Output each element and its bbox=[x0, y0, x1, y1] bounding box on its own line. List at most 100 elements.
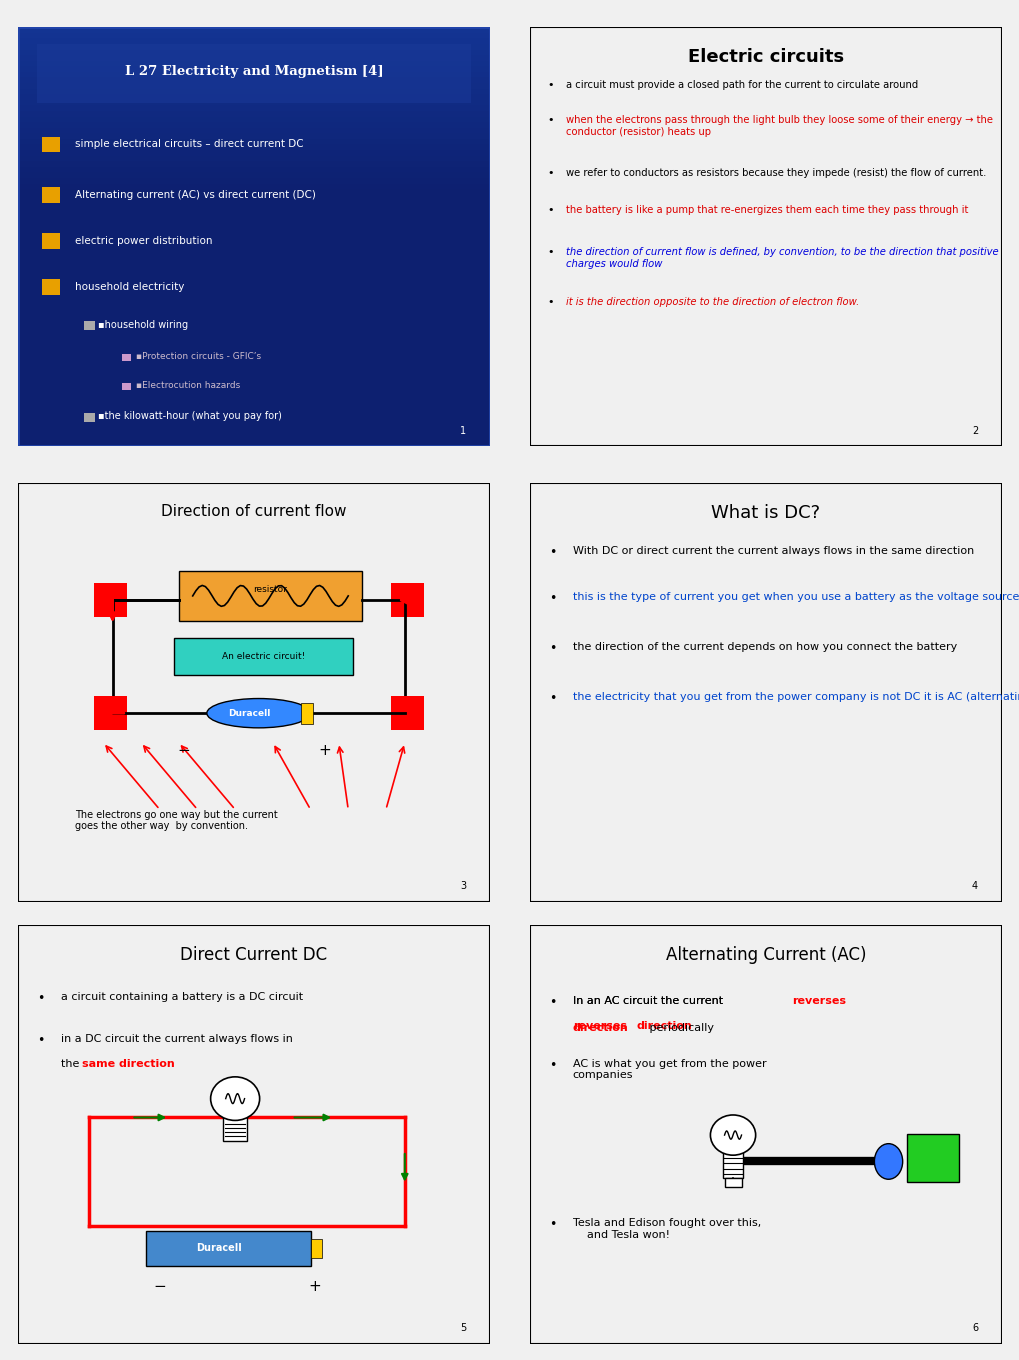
Text: With DC or direct current the current always flows in the same direction: With DC or direct current the current al… bbox=[573, 545, 973, 556]
Text: 2: 2 bbox=[971, 426, 977, 435]
Text: •: • bbox=[548, 692, 556, 706]
Text: a circuit must provide a closed path for the current to circulate around: a circuit must provide a closed path for… bbox=[566, 79, 917, 90]
Bar bbox=[42, 233, 60, 249]
Bar bbox=[18, 167, 489, 173]
Bar bbox=[178, 571, 362, 622]
Bar bbox=[18, 38, 489, 44]
Text: we refer to conductors as resistors because they impede (resist) the flow of cur: we refer to conductors as resistors beca… bbox=[566, 167, 985, 178]
Circle shape bbox=[210, 1077, 260, 1121]
Text: L 27 Electricity and Magnetism [4]: L 27 Electricity and Magnetism [4] bbox=[124, 65, 383, 78]
Bar bbox=[94, 696, 126, 730]
Ellipse shape bbox=[873, 1144, 902, 1179]
Bar bbox=[18, 162, 489, 167]
Text: the battery is like a pump that re-energizes them each time they pass through it: the battery is like a pump that re-energ… bbox=[566, 205, 967, 215]
Text: it is the direction opposite to the direction of electron flow.: it is the direction opposite to the dire… bbox=[566, 298, 858, 307]
Bar bbox=[18, 117, 489, 122]
Bar bbox=[18, 99, 489, 105]
Bar bbox=[18, 133, 489, 139]
Text: Alternating Current (AC): Alternating Current (AC) bbox=[665, 945, 865, 964]
Text: +: + bbox=[318, 744, 331, 759]
Bar bbox=[18, 78, 489, 83]
Text: household electricity: household electricity bbox=[74, 282, 184, 292]
Text: periodically: periodically bbox=[645, 1023, 713, 1034]
Bar bbox=[85, 412, 95, 422]
Bar bbox=[18, 44, 489, 49]
Bar bbox=[18, 94, 489, 99]
Text: ▪household wiring: ▪household wiring bbox=[99, 320, 189, 329]
Text: Alternating current (AC) vs direct current (DC): Alternating current (AC) vs direct curre… bbox=[74, 190, 316, 200]
Bar bbox=[223, 1115, 247, 1141]
Bar bbox=[18, 56, 489, 61]
Bar bbox=[18, 139, 489, 144]
Bar bbox=[18, 122, 489, 128]
Bar bbox=[301, 703, 313, 724]
Text: Duracell: Duracell bbox=[196, 1243, 242, 1254]
Bar bbox=[907, 1134, 958, 1182]
Text: •: • bbox=[548, 592, 556, 605]
Text: •: • bbox=[546, 167, 553, 178]
Text: reverses: reverses bbox=[791, 996, 845, 1006]
Bar bbox=[18, 72, 489, 78]
Text: Duracell: Duracell bbox=[228, 709, 270, 718]
Bar bbox=[18, 27, 489, 33]
Bar bbox=[37, 44, 471, 102]
Bar bbox=[390, 583, 423, 617]
Bar bbox=[18, 105, 489, 112]
Bar bbox=[18, 88, 489, 94]
Text: −: − bbox=[176, 744, 190, 759]
Text: •: • bbox=[548, 642, 556, 656]
Text: +: + bbox=[309, 1280, 321, 1295]
Text: The electrons go one way but the current
goes the other way  by convention.: The electrons go one way but the current… bbox=[74, 809, 277, 831]
Text: In an AC circuit the current: In an AC circuit the current bbox=[573, 996, 726, 1006]
Bar bbox=[122, 354, 130, 362]
Text: Direct Current DC: Direct Current DC bbox=[180, 945, 327, 964]
Ellipse shape bbox=[207, 699, 310, 728]
Text: Direction of current flow: Direction of current flow bbox=[161, 503, 346, 518]
Bar bbox=[18, 61, 489, 67]
Bar bbox=[173, 638, 353, 676]
Text: direction: direction bbox=[573, 1023, 628, 1034]
Text: 3: 3 bbox=[460, 881, 466, 891]
Text: Electric circuits: Electric circuits bbox=[687, 48, 844, 67]
Text: in a DC circuit the current always flows in: in a DC circuit the current always flows… bbox=[61, 1034, 292, 1043]
Text: In an AC circuit the current: In an AC circuit the current bbox=[573, 996, 726, 1006]
Text: ▪the kilowatt-hour (what you pay for): ▪the kilowatt-hour (what you pay for) bbox=[99, 411, 282, 422]
Bar bbox=[18, 173, 489, 178]
Bar bbox=[18, 49, 489, 56]
Text: the: the bbox=[61, 1059, 83, 1069]
Text: electric power distribution: electric power distribution bbox=[74, 235, 212, 246]
Text: the direction of current flow is defined, by convention, to be the direction tha: the direction of current flow is defined… bbox=[566, 248, 998, 269]
Bar bbox=[18, 155, 489, 162]
Text: 6: 6 bbox=[971, 1323, 977, 1333]
Circle shape bbox=[709, 1115, 755, 1155]
Text: 1: 1 bbox=[460, 426, 466, 435]
Bar bbox=[721, 1151, 743, 1178]
Bar bbox=[18, 83, 489, 88]
Bar bbox=[18, 178, 489, 184]
Text: •: • bbox=[548, 996, 556, 1009]
Text: •: • bbox=[548, 545, 556, 559]
Text: •: • bbox=[546, 248, 553, 257]
Bar bbox=[18, 67, 489, 72]
Bar bbox=[18, 112, 489, 117]
Bar bbox=[42, 279, 60, 295]
Text: same direction: same direction bbox=[82, 1059, 174, 1069]
Bar bbox=[42, 136, 60, 152]
Text: •: • bbox=[37, 1034, 45, 1047]
Text: simple electrical circuits – direct current DC: simple electrical circuits – direct curr… bbox=[74, 140, 304, 150]
Text: •: • bbox=[546, 298, 553, 307]
Bar bbox=[18, 33, 489, 38]
Text: An electric circuit!: An electric circuit! bbox=[221, 653, 305, 661]
Bar bbox=[122, 382, 130, 390]
Text: reverses: reverses bbox=[674, 996, 728, 1006]
Bar bbox=[18, 22, 489, 27]
Text: Tesla and Edison fought over this,
    and Tesla won!: Tesla and Edison fought over this, and T… bbox=[573, 1219, 760, 1239]
Text: this is the type of current you get when you use a battery as the voltage source: this is the type of current you get when… bbox=[573, 592, 1019, 601]
Text: •: • bbox=[546, 116, 553, 125]
Bar bbox=[390, 696, 423, 730]
Text: •: • bbox=[546, 205, 553, 215]
Text: •: • bbox=[546, 79, 553, 90]
Text: −: − bbox=[153, 1280, 166, 1295]
Bar bbox=[723, 1178, 741, 1186]
Bar bbox=[94, 583, 126, 617]
